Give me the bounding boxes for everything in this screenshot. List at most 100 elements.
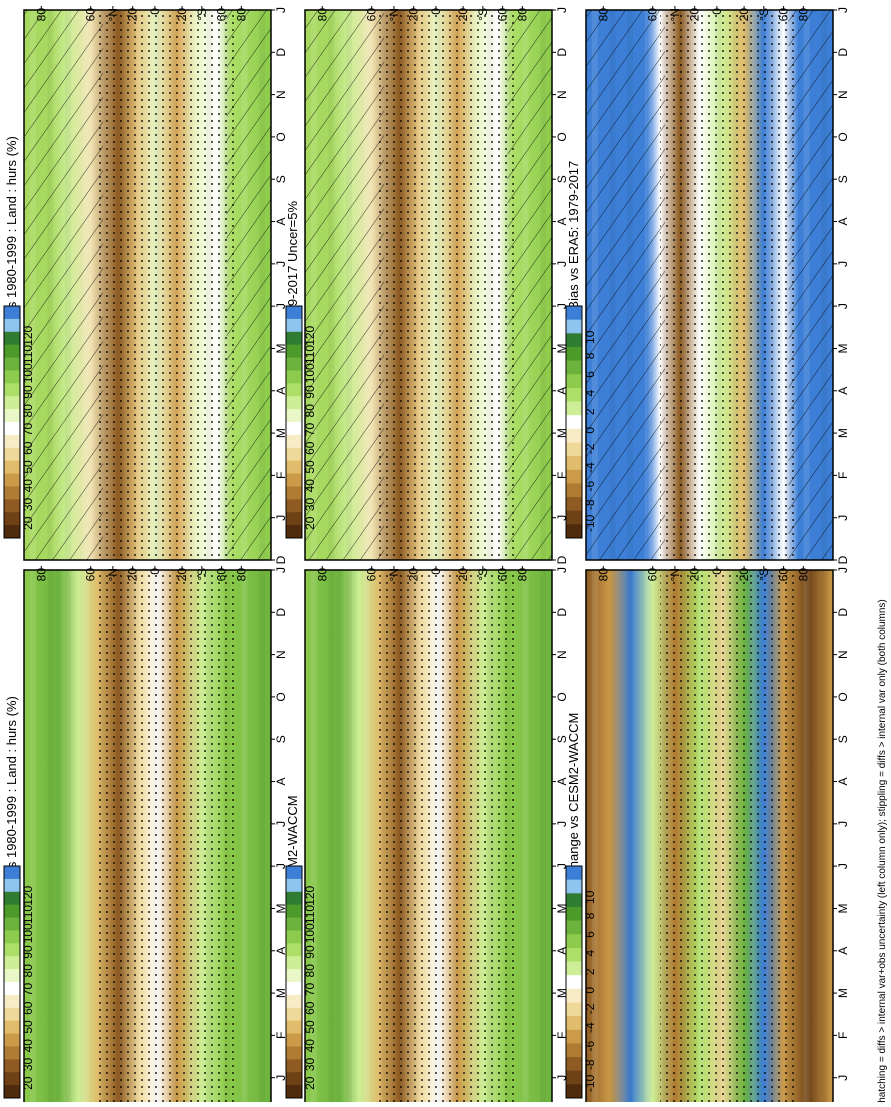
lat-tick-label: 0 [148, 8, 162, 15]
colorbar-swatch [566, 415, 582, 430]
field-texture-band [803, 570, 810, 1107]
panel-cesm2-waccm: DJFMAMJJASONDJ8060°N20020°S6080CESM2-WAC… [285, 566, 569, 1107]
colorbar-swatch [4, 904, 20, 919]
colorbar-tick-label: 10 [583, 890, 597, 904]
colorbar-swatch [4, 1046, 20, 1060]
time-tick-label: S [836, 735, 850, 743]
colorbar-swatch [286, 331, 302, 346]
colorbar-frame [565, 305, 583, 539]
plot-frame [23, 569, 272, 1107]
colorbar-swatch [566, 879, 582, 894]
field-texture-band [29, 570, 36, 1107]
lat-tick-label: 0 [429, 568, 443, 575]
lat-tick-label: 20 [456, 568, 470, 582]
lat-tick-label: °S [757, 8, 771, 21]
colorbar-swatch [286, 904, 302, 919]
time-tick-label: D [836, 608, 850, 617]
colorbar-swatch [286, 306, 302, 320]
colorbar-swatch [566, 306, 582, 321]
colorbar-tick-label: 30 [21, 498, 35, 512]
time-tick-label: F [555, 1032, 569, 1039]
colorbar-frame [3, 305, 21, 539]
colorbar-swatch [566, 906, 582, 922]
colorbar-swatch [286, 1085, 302, 1099]
colorbar-tick-label: 30 [21, 1058, 35, 1072]
colorbar-tick-label: 110 [303, 345, 317, 364]
colorbar-swatch [286, 891, 302, 906]
colorbar-tick-label: 60 [21, 441, 35, 455]
time-tick-label: A [555, 218, 569, 226]
time-tick-label: D [274, 555, 288, 564]
colorbar-swatch [4, 422, 20, 436]
colorbar-swatch [566, 510, 582, 525]
colorbar-swatch [286, 370, 302, 384]
time-tick-label: J [274, 567, 288, 573]
time-tick-label: J [274, 1075, 288, 1081]
colorbar-swatch [4, 1085, 20, 1099]
colorbar-swatch [4, 306, 20, 320]
colorbar-tick-label: -2 [583, 1003, 597, 1014]
time-tick-label: F [274, 1032, 288, 1039]
colorbar-swatch [4, 917, 20, 931]
lat-tick-label: °N [668, 8, 682, 21]
colorbar-tick-label: -8 [583, 1059, 597, 1070]
lat-tick-label: 80 [796, 8, 810, 22]
lat-tick-label: °S [195, 8, 209, 21]
lat-tick-label: 80 [34, 568, 48, 582]
colorbar-tick-label: -2 [583, 443, 597, 454]
time-tick-label: J [836, 863, 850, 869]
colorbar-swatch [4, 525, 20, 539]
lat-tick-label: 0 [710, 568, 724, 575]
colorbar-tick-label: 0 [583, 987, 597, 994]
colorbar-swatch [4, 512, 20, 526]
field-texture-band [522, 570, 529, 1107]
colorbar-swatch [286, 943, 302, 957]
time-tick-label: D [274, 608, 288, 617]
time-tick-label: M [836, 988, 850, 998]
time-tick-label: N [836, 650, 850, 659]
colorbar-tick-label: -10 [583, 514, 597, 532]
time-tick-label: S [836, 175, 850, 183]
time-tick-label: J [555, 821, 569, 827]
colorbar-swatch [286, 318, 302, 333]
colorbar-swatch [566, 469, 582, 484]
time-tick-label: D [555, 48, 569, 57]
time-tick-label: S [274, 175, 288, 183]
colorbar-frame [285, 865, 303, 1099]
time-tick-label: O [555, 132, 569, 141]
colorbar-swatch [286, 383, 302, 397]
colorbar-tick-label: 110 [21, 905, 35, 924]
colorbar-swatch [566, 483, 582, 498]
lat-tick-label: °S [195, 568, 209, 581]
colorbar-tick-label: 10 [583, 330, 597, 344]
colorbar-tick-label: 8 [583, 912, 597, 919]
colorbar: 10 8 6 4 2 0 -2 -4 -6 -8 -10 [565, 305, 597, 539]
lat-tick-label: °N [668, 568, 682, 581]
colorbar-tick-label: 60 [303, 441, 317, 455]
colorbar-swatch [286, 499, 302, 513]
lat-tick-label: 60 [215, 568, 229, 582]
colorbar-tick-label: -10 [583, 1074, 597, 1092]
colorbar-swatch [566, 401, 582, 416]
colorbar-swatch [4, 499, 20, 513]
colorbar-tick-label: 80 [21, 964, 35, 978]
colorbar-swatch [4, 473, 20, 487]
colorbar-swatch [4, 331, 20, 346]
colorbar-swatch [566, 1002, 582, 1017]
lat-tick-label: 80 [234, 568, 248, 582]
colorbars: 1201101009080706050403020120110100908070… [3, 305, 597, 1099]
colorbar-swatch [286, 878, 302, 893]
colorbar-tick-label: 70 [303, 423, 317, 437]
colorbar-tick-label: 40 [21, 479, 35, 493]
time-tick-label: J [274, 515, 288, 521]
colorbar-tick-label: 20 [303, 516, 317, 530]
colorbar-swatch [566, 920, 582, 935]
time-tick-label: A [274, 387, 288, 395]
lat-tick-label: 60 [496, 8, 510, 22]
lat-tick-label: 60 [215, 8, 229, 22]
field-texture-band [82, 570, 89, 1107]
lat-tick-label: 0 [710, 8, 724, 15]
time-tick-label: J [836, 7, 850, 13]
time-tick-label: M [274, 988, 288, 998]
